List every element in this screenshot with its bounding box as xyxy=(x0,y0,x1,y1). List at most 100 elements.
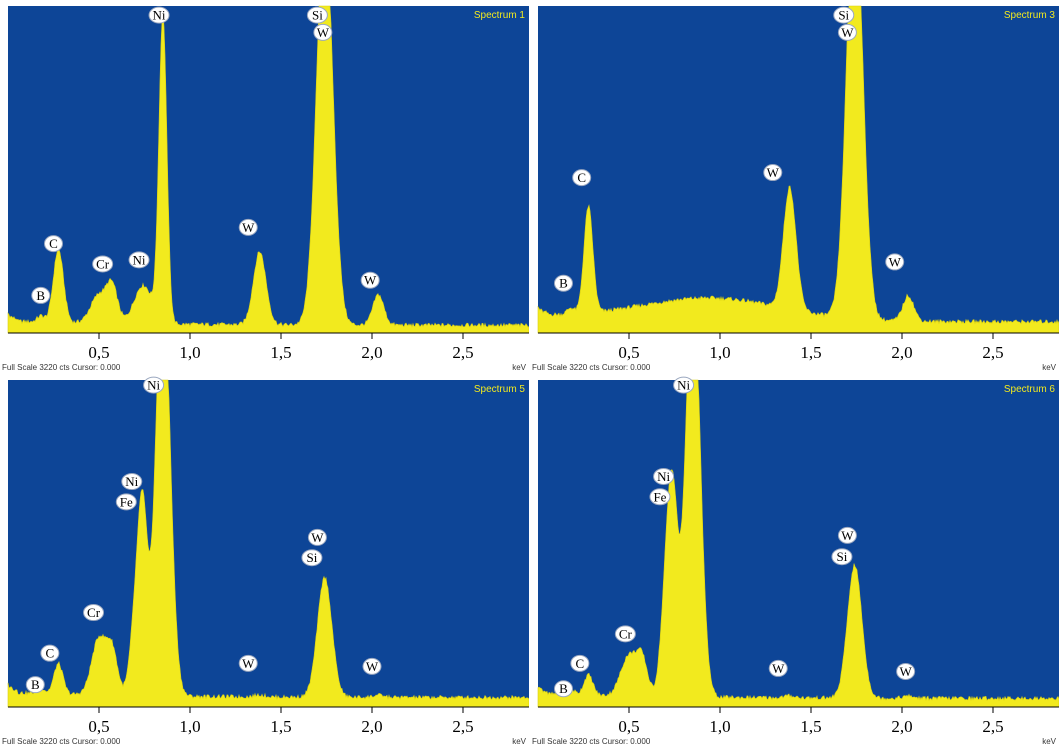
peak-label: W xyxy=(763,164,783,182)
peak-label: Si xyxy=(831,548,853,566)
peak-label: B xyxy=(25,676,45,694)
spectrum-area xyxy=(537,379,1059,708)
unit-label: keV xyxy=(512,363,526,372)
unit-label: keV xyxy=(1042,363,1056,372)
svg-text:W: W xyxy=(242,220,255,235)
plot-background xyxy=(8,380,529,707)
svg-text:C: C xyxy=(49,236,58,251)
footer-text: Full Scale 3220 cts Cursor: 0.000 xyxy=(532,737,651,746)
peak-label: W xyxy=(313,23,333,41)
svg-text:W: W xyxy=(841,528,854,543)
spectrum-area xyxy=(7,379,529,708)
x-tick-label: 2,0 xyxy=(361,717,382,736)
svg-text:W: W xyxy=(767,165,780,180)
svg-text:Fe: Fe xyxy=(653,489,666,504)
spectrum-title: Spectrum 5 xyxy=(474,384,526,395)
svg-text:W: W xyxy=(317,25,330,40)
svg-text:W: W xyxy=(889,254,902,269)
peak-label: B xyxy=(31,286,51,304)
svg-text:Fe: Fe xyxy=(120,494,133,509)
svg-text:W: W xyxy=(366,659,379,674)
spectrum-chart-4: 0,5 1,0 1,5 2,0 2,5 Spectrum 6 Full Scale 3220… xyxy=(532,376,1059,746)
peak-label: Cr xyxy=(83,604,105,622)
svg-text:C: C xyxy=(576,656,585,671)
x-tick-label: 1,5 xyxy=(800,343,821,362)
peak-label: Cr xyxy=(614,625,636,643)
svg-text:Ni: Ni xyxy=(657,469,670,484)
svg-text:W: W xyxy=(242,656,255,671)
x-tick-label: 2,5 xyxy=(452,343,473,362)
x-tick-label: 2,0 xyxy=(361,343,382,362)
peak-label: Ni xyxy=(143,376,165,394)
peak-label: W xyxy=(885,253,905,271)
spectrum-panel-3: 0,5 1,0 1,5 2,0 2,5 Spectrum 5 Full Scale 3220… xyxy=(0,374,529,748)
svg-text:Ni: Ni xyxy=(147,378,160,393)
spectrum-panel-4: 0,5 1,0 1,5 2,0 2,5 Spectrum 6 Full Scale 3220… xyxy=(530,374,1059,748)
svg-text:Ni: Ni xyxy=(125,474,138,489)
svg-text:B: B xyxy=(559,681,568,696)
svg-text:B: B xyxy=(31,677,40,692)
svg-text:W: W xyxy=(899,664,912,679)
svg-text:Ni: Ni xyxy=(133,252,146,267)
unit-label: keV xyxy=(512,737,526,746)
peak-label: Fe xyxy=(649,488,671,506)
peak-label: Fe xyxy=(115,493,137,511)
peak-label: Ni xyxy=(673,376,695,394)
x-tick-label: 0,5 xyxy=(618,343,639,362)
peak-label: W xyxy=(896,662,916,680)
svg-text:Cr: Cr xyxy=(87,605,101,620)
svg-text:Ni: Ni xyxy=(677,378,690,393)
plot-background xyxy=(538,380,1059,707)
x-tick-label: 1,0 xyxy=(709,343,730,362)
peak-label: Si xyxy=(833,6,855,24)
peak-label: W xyxy=(307,528,327,546)
peak-label: B xyxy=(553,680,573,698)
x-tick-label: 0,5 xyxy=(88,343,109,362)
x-tick-label: 2,0 xyxy=(891,717,912,736)
spectrum-title: Spectrum 1 xyxy=(474,10,526,21)
footer-text: Full Scale 3220 cts Cursor: 0.000 xyxy=(532,363,651,372)
unit-label: keV xyxy=(1042,737,1056,746)
peak-label: Si xyxy=(301,549,323,567)
svg-text:C: C xyxy=(577,170,586,185)
svg-text:W: W xyxy=(841,25,854,40)
spectrum-panel-1: 0,5 1,0 1,5 2,0 2,5 Spectrum 1 Full Scale 3220… xyxy=(0,0,529,374)
x-tick-label: 1,5 xyxy=(270,343,291,362)
x-tick-label: 0,5 xyxy=(88,717,109,736)
svg-text:W: W xyxy=(772,661,785,676)
peak-label: Ni xyxy=(121,473,143,491)
spectrum-panel-2: 0,5 1,0 1,5 2,0 2,5 Spectrum 3 Full Scale 3220… xyxy=(530,0,1059,374)
x-tick-label: 2,5 xyxy=(452,717,473,736)
x-tick-label: 0,5 xyxy=(618,717,639,736)
svg-text:W: W xyxy=(311,530,324,545)
peak-label: Ni xyxy=(128,251,150,269)
svg-text:Si: Si xyxy=(312,8,323,23)
x-tick-label: 1,0 xyxy=(179,343,200,362)
x-tick-label: 1,5 xyxy=(270,717,291,736)
peak-label: C xyxy=(44,235,63,253)
spectrum-chart-1: 0,5 1,0 1,5 2,0 2,5 Spectrum 1 Full Scale 3220… xyxy=(2,5,529,372)
peak-label: W xyxy=(238,654,258,672)
svg-text:Si: Si xyxy=(837,549,848,564)
peak-label: Si xyxy=(306,6,328,24)
spectrum-chart-3: 0,5 1,0 1,5 2,0 2,5 Spectrum 5 Full Scale 3220… xyxy=(2,376,529,746)
spectrum-title: Spectrum 6 xyxy=(1004,384,1056,395)
peak-label: B xyxy=(553,274,573,292)
x-tick-label: 2,0 xyxy=(891,343,912,362)
svg-text:Si: Si xyxy=(838,8,849,23)
spectrum-area xyxy=(537,5,1059,334)
plot-background xyxy=(8,6,529,333)
spectrum-area xyxy=(7,5,529,334)
footer-text: Full Scale 3220 cts Cursor: 0.000 xyxy=(2,737,121,746)
x-tick-label: 1,0 xyxy=(179,717,200,736)
peak-label: C xyxy=(40,644,60,662)
x-tick-label: 1,0 xyxy=(709,717,730,736)
svg-text:Cr: Cr xyxy=(619,626,633,641)
x-tick-label: 2,5 xyxy=(982,343,1003,362)
x-tick-label: 1,5 xyxy=(800,717,821,736)
peak-label: W xyxy=(837,23,857,41)
x-tick-label: 2,5 xyxy=(982,717,1003,736)
svg-text:Si: Si xyxy=(307,550,318,565)
spectrum-title: Spectrum 3 xyxy=(1004,10,1056,21)
svg-text:B: B xyxy=(559,276,568,291)
